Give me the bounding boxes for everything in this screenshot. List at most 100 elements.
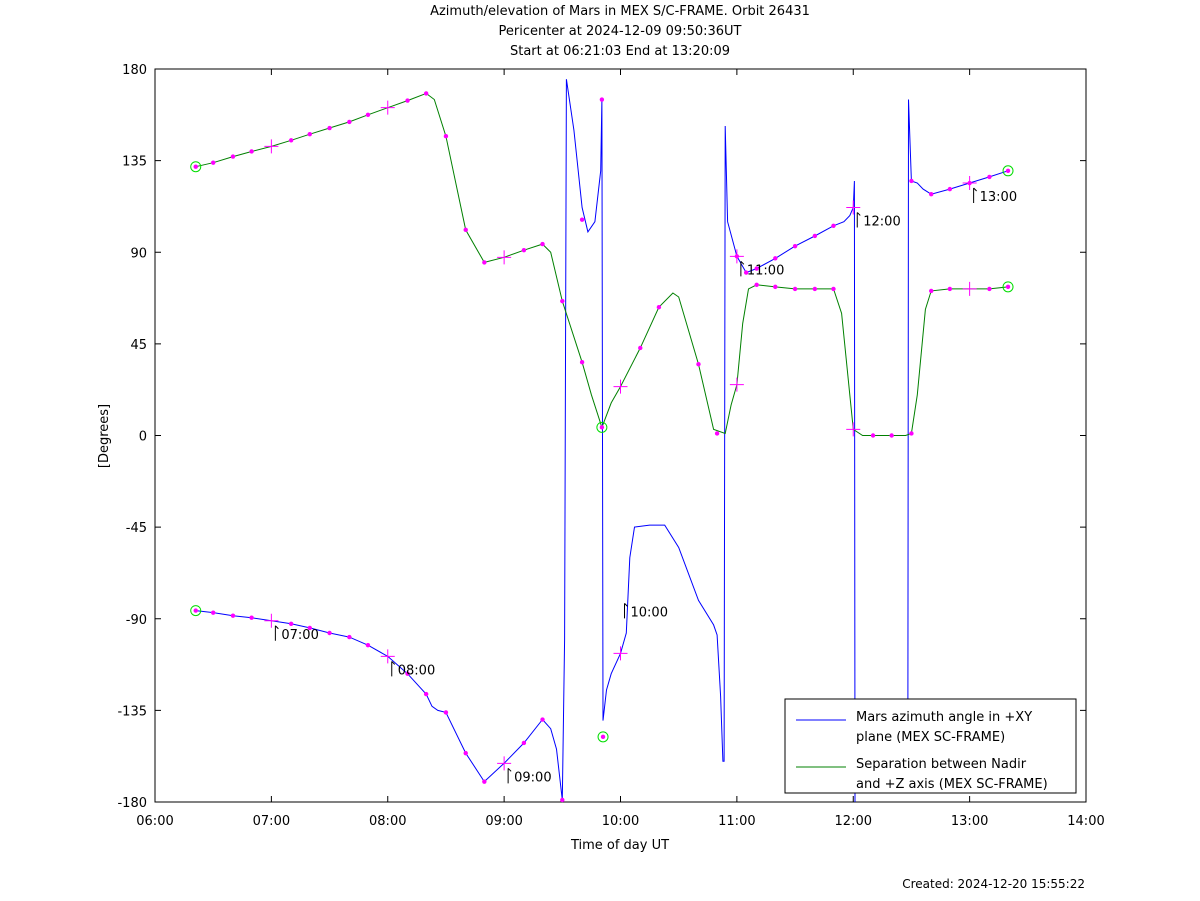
time-annotation-label: 12:00 <box>863 214 900 229</box>
legend: Mars azimuth angle in +XY plane (MEX SC-F… <box>784 698 1077 794</box>
hour-cross-marker <box>962 281 977 296</box>
separation-point <box>482 260 487 265</box>
hour-cross-marker <box>380 649 395 664</box>
separation-point <box>947 286 953 292</box>
hour-cross-marker <box>846 200 861 215</box>
separation-point <box>423 91 429 96</box>
chart-subtitle-span: Start at 06:21:03 End at 13:20:09 <box>509 44 731 59</box>
hour-cross-marker <box>962 176 977 191</box>
azimuth-point <box>773 256 778 261</box>
azimuth-point <box>405 671 410 676</box>
azimuth-point <box>482 779 487 784</box>
legend-label: Mars azimuth angle in +XY <box>856 710 1032 725</box>
time-annotation-label: 11:00 <box>747 263 784 278</box>
separation-point <box>889 433 894 438</box>
time-annotation-arrow <box>624 603 628 619</box>
azimuth-point <box>929 192 934 197</box>
azimuth-endpoint-point <box>193 608 198 613</box>
hour-cross-marker <box>846 422 861 437</box>
hour-cross-marker <box>613 646 628 661</box>
azimuth-point <box>599 97 605 102</box>
separation-point <box>754 282 759 288</box>
azimuth-point <box>463 750 468 756</box>
separation-point <box>249 149 254 154</box>
azimuth-series-line <box>195 79 856 802</box>
azimuth-endpoint-point <box>600 734 606 740</box>
y-tick-label: -180 <box>117 796 147 811</box>
y-tick-label: 135 <box>122 155 147 170</box>
hour-cross-marker <box>380 100 395 115</box>
time-annotation-arrow <box>973 187 977 204</box>
azimuth-endpoint-point <box>1005 168 1011 174</box>
separation-point <box>773 284 778 290</box>
x-tick-label: 10:00 <box>602 814 639 829</box>
azimuth-point <box>443 710 449 715</box>
azimuth-endpoint-circle <box>1002 165 1014 177</box>
y-tick-label: -90 <box>126 613 147 628</box>
azimuth-point <box>347 634 352 640</box>
chart-subtitle-pericenter: Pericenter at 2024-12-09 09:50:36UT <box>498 24 742 39</box>
azimuth-point <box>365 643 371 648</box>
separation-point <box>638 345 643 351</box>
separation-point <box>812 286 818 292</box>
y-axis-label: [Degrees] <box>97 404 112 468</box>
x-axis-label: Time of day UT <box>570 838 669 853</box>
hour-cross-marker <box>264 613 279 628</box>
hour-cross-marker <box>497 756 512 771</box>
separation-point <box>521 248 527 253</box>
x-tick-label: 14:00 <box>1067 814 1104 829</box>
separation-point <box>656 305 662 310</box>
azimuth-point <box>909 178 914 184</box>
separation-point <box>579 360 585 365</box>
separation-point <box>365 112 371 118</box>
hour-cross-marker <box>264 139 279 154</box>
separation-point <box>347 119 352 125</box>
azimuth-point <box>521 740 527 746</box>
time-annotation-arrow <box>507 767 512 784</box>
separation-point <box>909 431 914 436</box>
time-annotation-arrow <box>274 625 279 641</box>
azimuth-point <box>327 630 332 636</box>
separation-point <box>540 241 545 247</box>
azimuth-point <box>307 625 312 631</box>
hour-cross-marker <box>497 250 512 265</box>
separation-point <box>327 125 332 131</box>
separation-series-line <box>195 92 1009 436</box>
separation-point <box>443 133 449 139</box>
azimuth-point <box>743 270 749 275</box>
separation-point <box>987 286 992 292</box>
azimuth-point <box>288 621 294 627</box>
separation-point <box>714 431 720 436</box>
x-tick-label: 12:00 <box>835 814 872 829</box>
hour-cross-marker <box>729 249 744 264</box>
separation-point <box>696 362 701 367</box>
separation-point <box>792 286 798 292</box>
legend-label: Separation between Nadir <box>856 757 1027 772</box>
separation-point <box>929 288 934 294</box>
y-tick-label: -45 <box>126 521 147 536</box>
chart-title: Azimuth/elevation of Mars in MEX S/C-FRA… <box>430 4 810 19</box>
azimuth-endpoint-circle <box>597 731 609 743</box>
separation-point <box>405 98 410 103</box>
separation-endpoint-point <box>599 425 605 430</box>
separation-endpoint-point <box>193 164 198 169</box>
x-tick-label: 13:00 <box>951 814 988 829</box>
azimuth-point <box>540 717 545 722</box>
separation-point <box>210 160 216 165</box>
azimuth-point <box>249 615 254 620</box>
time-annotation-label: 13:00 <box>980 190 1017 205</box>
created-timestamp: Created: 2024-12-20 15:55:22 <box>902 877 1085 891</box>
y-tick-label: 0 <box>139 430 147 445</box>
time-annotation-label: 08:00 <box>398 663 435 678</box>
x-tick-label: 07:00 <box>253 814 290 829</box>
azimuth-series-line <box>907 99 1009 701</box>
azimuth-point <box>210 610 216 615</box>
legend-box <box>784 698 1077 794</box>
separation-point <box>230 154 236 159</box>
x-tick-label: 09:00 <box>485 814 522 829</box>
separation-point <box>307 131 312 137</box>
azimuth-point <box>812 233 818 239</box>
legend-label: plane (MEX SC-FRAME) <box>856 730 1005 745</box>
separation-point <box>560 298 565 304</box>
y-tick-label: -135 <box>117 704 147 719</box>
